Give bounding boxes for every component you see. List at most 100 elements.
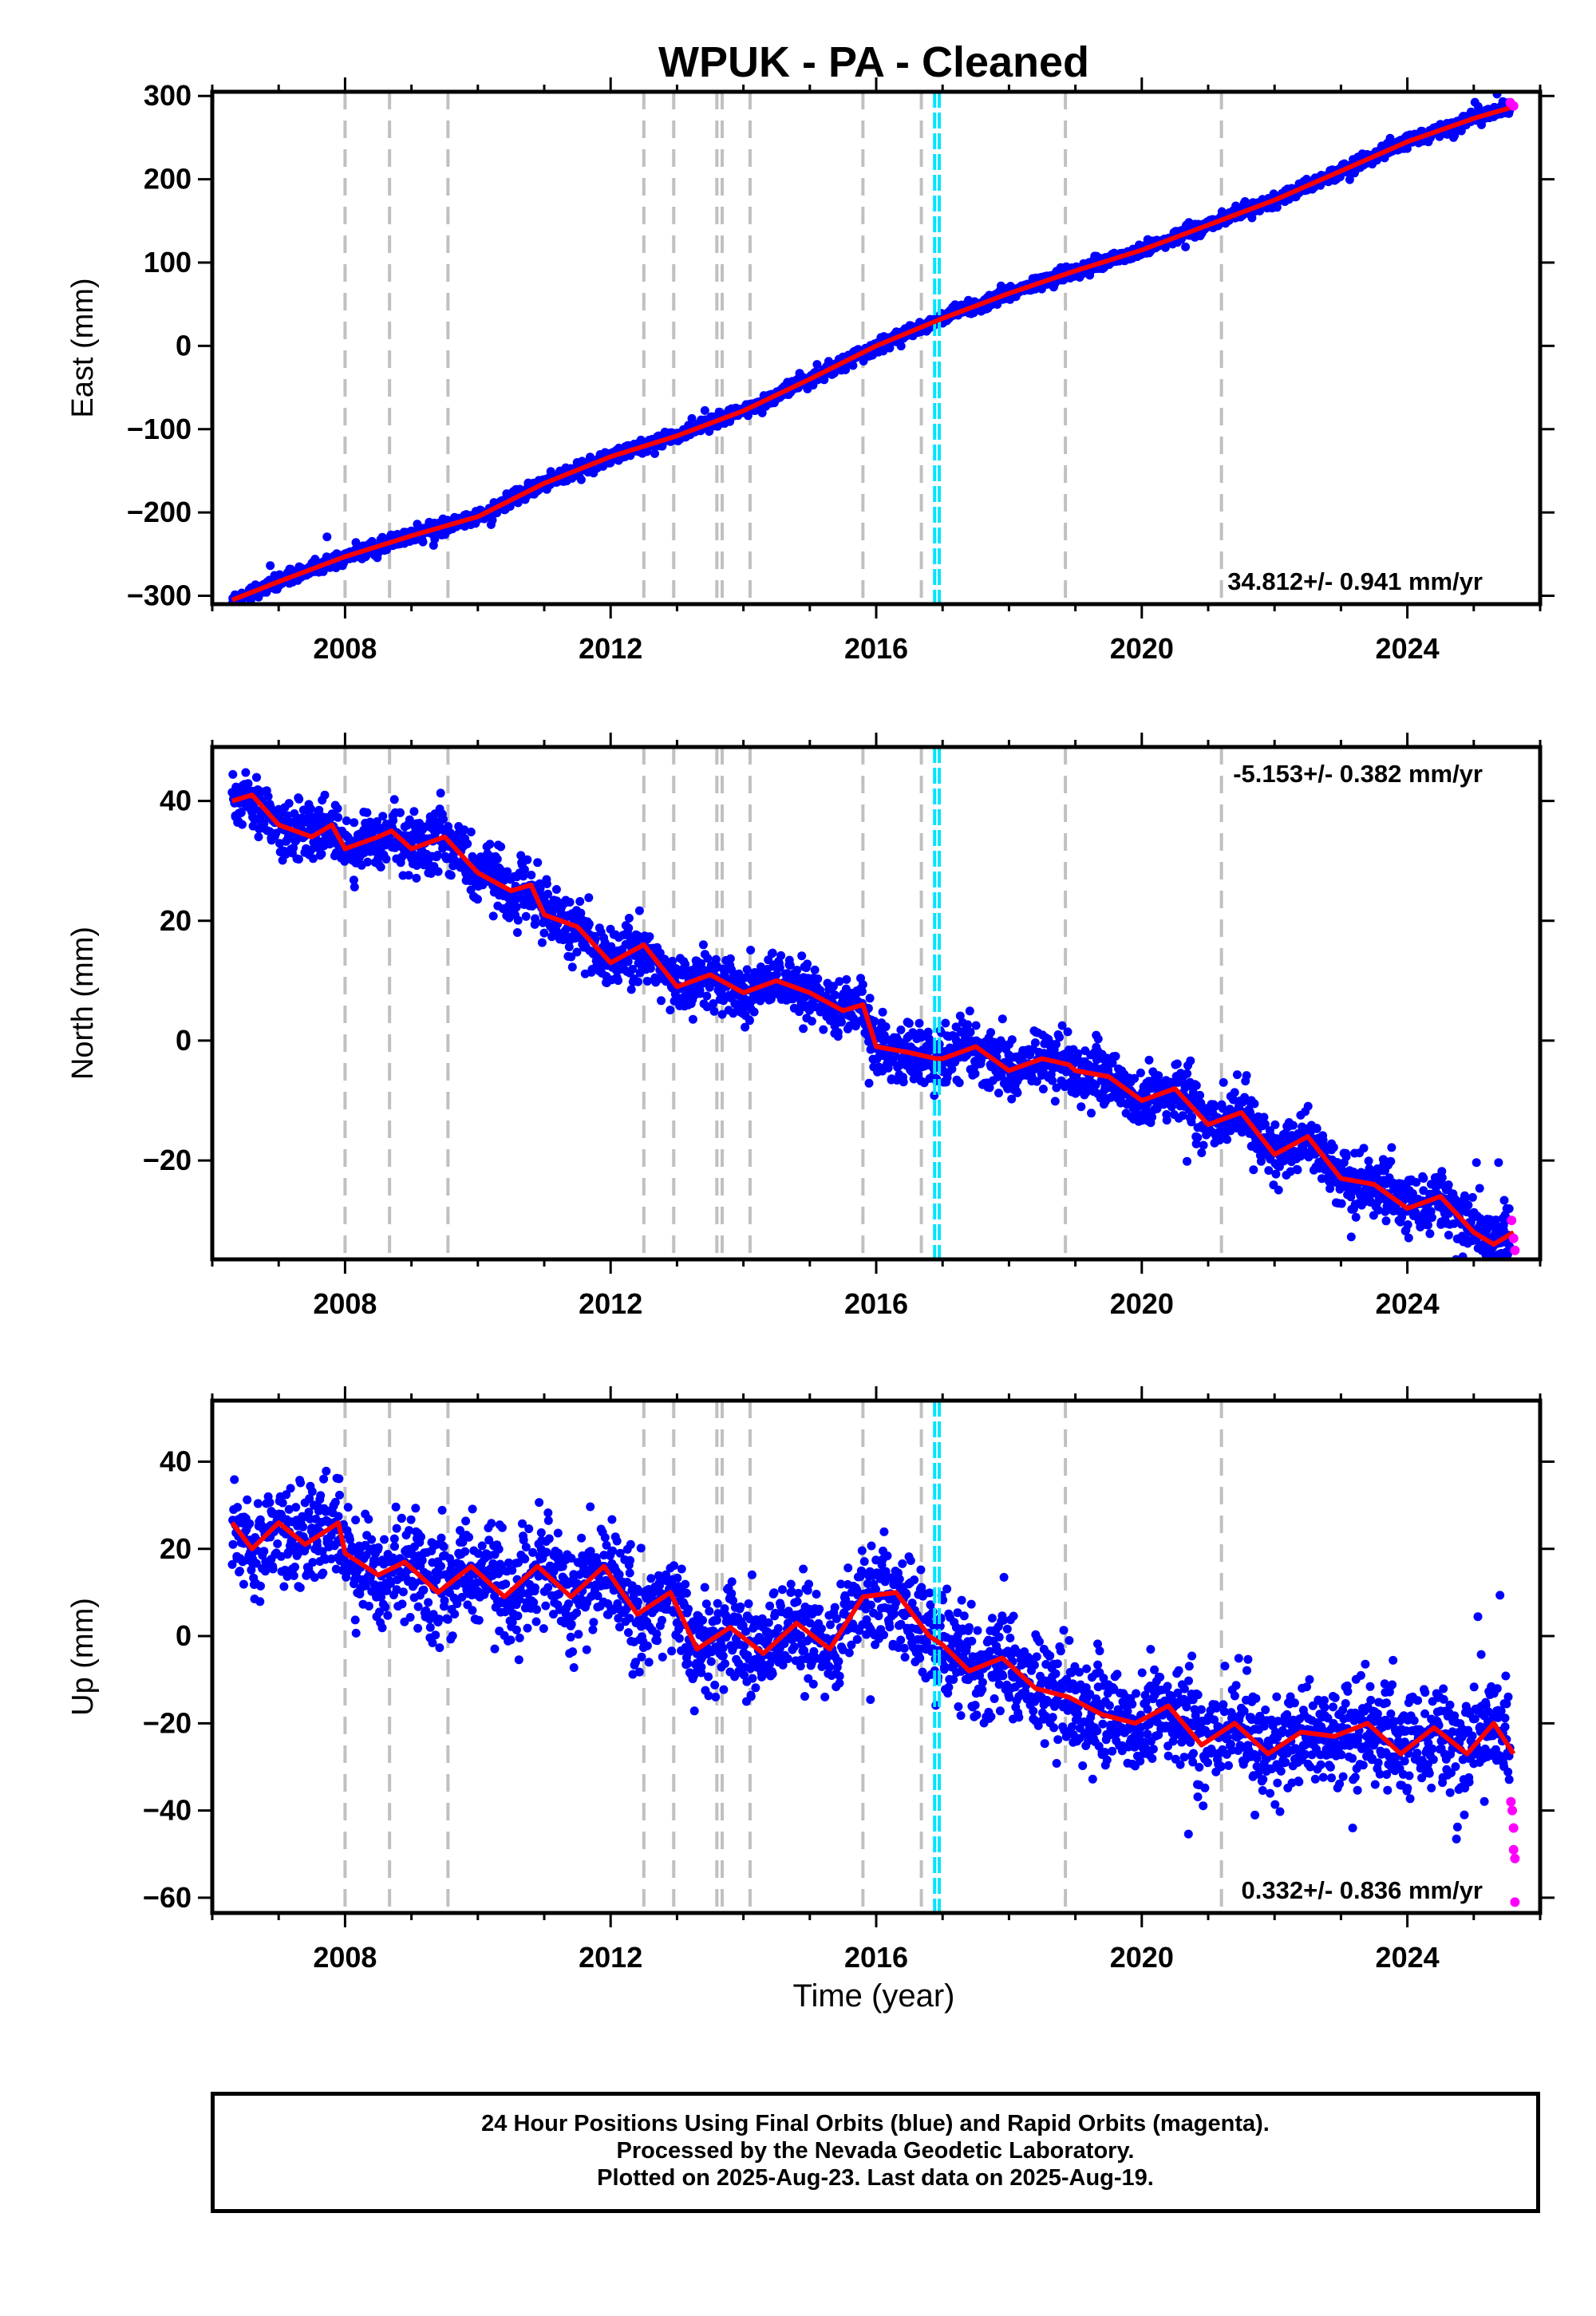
data-point	[527, 871, 536, 879]
data-point	[1181, 242, 1191, 251]
data-point	[626, 985, 636, 994]
data-point	[378, 812, 388, 821]
data-point	[966, 1027, 975, 1037]
data-point	[994, 1089, 1003, 1098]
data-point	[1183, 1156, 1191, 1166]
data-point	[519, 871, 528, 881]
data-point	[745, 1016, 754, 1026]
data-point	[998, 1014, 1007, 1024]
data-point	[531, 914, 540, 923]
y-tick-label: −200	[127, 496, 192, 528]
x-tick-label: 2024	[1376, 632, 1440, 665]
data-point	[1055, 1033, 1064, 1042]
data-point	[418, 537, 428, 547]
data-point	[430, 535, 440, 543]
y-tick-label: 300	[144, 79, 192, 112]
data-point	[813, 974, 823, 983]
data-point	[941, 1018, 950, 1028]
data-point	[1219, 1077, 1228, 1087]
data-point	[535, 884, 545, 894]
data-point	[1289, 1120, 1298, 1130]
data-point	[657, 996, 666, 1006]
data-point	[516, 851, 526, 860]
data-point	[1402, 144, 1412, 153]
data-point	[576, 908, 586, 918]
data-point	[896, 342, 906, 351]
data-point	[1030, 1038, 1040, 1048]
data-point	[521, 911, 531, 921]
data-point	[439, 815, 448, 824]
data-point	[284, 799, 294, 808]
data-point	[412, 873, 421, 883]
data-point	[290, 809, 299, 818]
data-point	[306, 845, 316, 855]
data-point	[746, 946, 756, 954]
data-point	[1007, 1094, 1017, 1104]
data-point	[797, 951, 807, 961]
data-point	[1172, 1059, 1182, 1069]
data-point	[1312, 1124, 1321, 1133]
data-point	[320, 790, 330, 800]
data-point	[446, 871, 456, 880]
data-point	[986, 1028, 996, 1037]
data-point	[1007, 1035, 1017, 1045]
data-point	[362, 808, 372, 817]
data-point	[1148, 1113, 1157, 1122]
data-point	[243, 779, 253, 788]
y-tick-label: −100	[127, 413, 192, 445]
data-point	[241, 768, 251, 777]
data-point	[1260, 1120, 1270, 1129]
panel-east: 2008 2012 2016 2020 2024−300−200−10001002003…	[66, 77, 1555, 665]
data-point	[810, 965, 820, 974]
x-tick-label: 2012	[579, 632, 642, 665]
x-tick-label: 2016	[844, 632, 908, 665]
data-point	[830, 990, 839, 1000]
data-point	[389, 795, 399, 804]
data-point	[289, 844, 298, 852]
data-point	[688, 1014, 697, 1024]
data-point	[650, 449, 659, 458]
data-point	[1197, 1148, 1207, 1157]
data-point	[698, 940, 708, 950]
y-tick-label: 100	[144, 246, 192, 279]
data-point	[624, 923, 634, 933]
data-point	[792, 966, 802, 975]
data-point	[228, 769, 238, 779]
data-point	[503, 867, 512, 876]
data-point	[436, 788, 445, 798]
data-point	[485, 840, 495, 849]
data-point	[734, 969, 744, 978]
data-point	[634, 977, 642, 986]
data-point	[766, 994, 776, 1004]
data-point	[426, 869, 436, 878]
data-point	[803, 959, 812, 969]
data-point	[333, 804, 342, 813]
data-point	[954, 1078, 964, 1088]
data-point	[496, 842, 506, 852]
data-point	[238, 820, 247, 829]
data-point	[572, 947, 582, 957]
data-point	[1048, 1076, 1057, 1085]
data-point	[842, 974, 851, 984]
data-point	[812, 360, 822, 370]
data-point	[342, 816, 351, 825]
data-point	[363, 857, 373, 867]
data-point	[282, 811, 292, 820]
data-point	[642, 977, 652, 986]
data-point	[858, 980, 867, 990]
data-point	[396, 808, 405, 817]
plot-area	[227, 92, 1519, 604]
chart-title: WPUK - PA - Cleaned	[658, 38, 1089, 86]
data-point	[376, 863, 385, 871]
data-point	[404, 871, 413, 880]
data-point	[904, 1018, 914, 1028]
data-point	[567, 952, 576, 962]
data-point	[1223, 1135, 1232, 1144]
data-point	[971, 1021, 981, 1030]
data-point	[1193, 1132, 1203, 1142]
data-point	[923, 1027, 933, 1037]
data-point	[254, 832, 263, 842]
data-point	[896, 1026, 906, 1034]
data-point	[841, 365, 851, 374]
data-point	[294, 855, 303, 864]
